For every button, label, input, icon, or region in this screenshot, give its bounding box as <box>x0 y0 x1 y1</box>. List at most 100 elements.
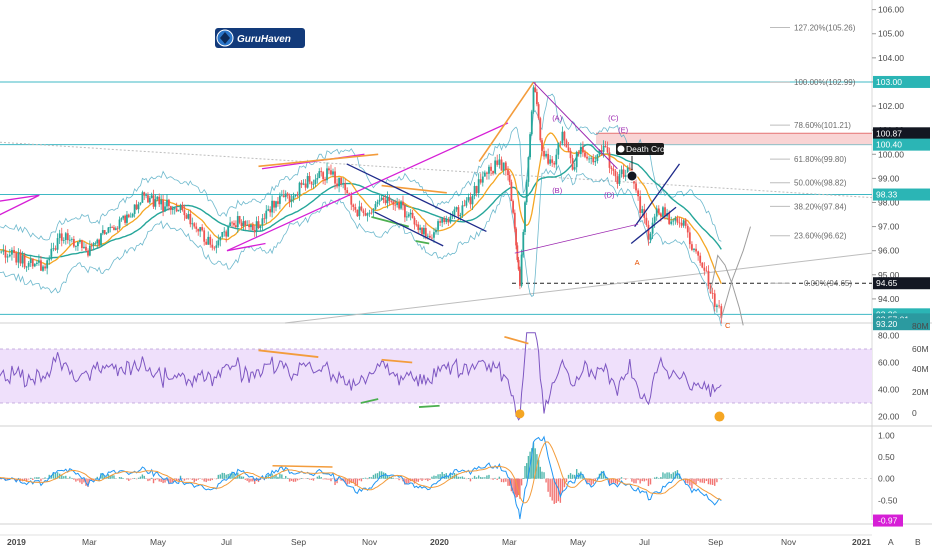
price-candle <box>265 210 268 219</box>
macd-histogram-bar <box>201 478 203 480</box>
price-candle <box>575 152 578 168</box>
macd-histogram-bar <box>94 478 97 479</box>
macd-histogram-bar <box>449 473 452 479</box>
macd-histogram-bar <box>509 478 511 486</box>
fib-level-label: 23.60%(96.62) <box>794 232 847 241</box>
macd-value-tag <box>873 514 903 527</box>
price-candle <box>201 227 204 231</box>
macd-histogram-bar <box>238 474 241 479</box>
wave-label: C <box>725 321 731 330</box>
price-candle <box>376 201 379 205</box>
macd-histogram-bar <box>517 478 520 496</box>
macd-histogram-bar <box>465 478 468 480</box>
macd-histogram-bar <box>139 476 142 479</box>
time-axis-tick-label: Sep <box>708 537 723 547</box>
price-candle <box>277 201 279 204</box>
macd-histogram-bar <box>172 478 174 483</box>
macd-histogram-bar <box>531 448 533 479</box>
price-panel[interactable]: 106.00105.00104.00103.00102.00101.00100.… <box>0 0 932 520</box>
price-candle <box>366 213 369 216</box>
macd-histogram-bar <box>255 478 258 482</box>
price-candle <box>515 228 517 246</box>
macd-histogram-bar <box>223 473 225 479</box>
price-candle <box>33 263 36 267</box>
macd-histogram-bar <box>310 478 313 480</box>
price-candle <box>433 232 435 238</box>
rsi-panel[interactable]: 80.00 60.00 40.00 20.00 80M 60M 40M 20M 0 <box>0 321 932 427</box>
price-candle <box>96 239 99 244</box>
macd-histogram-bar <box>288 478 291 482</box>
macd-histogram-bar <box>697 478 699 481</box>
macd-histogram-bar <box>354 478 357 486</box>
price-candle <box>120 218 123 220</box>
price-tag <box>873 75 930 88</box>
price-candle <box>602 145 605 152</box>
price-candle <box>326 168 328 181</box>
price-candle <box>17 252 20 263</box>
price-candle <box>304 183 307 188</box>
price-candle <box>678 222 681 224</box>
macd-panel[interactable]: 1.00 0.50 0.00 -0.50 -0.97 <box>0 430 932 527</box>
macd-histogram-bar <box>320 477 322 479</box>
macd-histogram-bar <box>390 476 393 479</box>
price-candle <box>280 195 283 197</box>
price-candle <box>44 266 46 269</box>
price-candle <box>500 159 503 171</box>
macd-histogram-bar <box>637 478 639 481</box>
macd-histogram-bar <box>231 471 233 479</box>
rsi-axis-tick-label: 40.00 <box>878 385 900 395</box>
price-candle <box>288 195 291 202</box>
macd-histogram-bar <box>419 478 421 480</box>
time-axis-tick-label: Jul <box>639 537 650 547</box>
price-candle <box>118 219 121 229</box>
green-divergence-line <box>415 240 430 245</box>
time-axis-tick-label: May <box>570 537 587 547</box>
macd-histogram-bar <box>668 472 670 479</box>
macd-histogram-bar <box>81 478 83 485</box>
macd-histogram-bar <box>505 478 507 482</box>
macd-histogram-bar <box>519 478 521 499</box>
price-candle <box>407 214 410 217</box>
resistance-zone <box>596 133 872 145</box>
macd-histogram-bar <box>328 478 330 480</box>
price-candle <box>637 190 639 197</box>
macd-histogram-bar <box>265 475 267 479</box>
volume-axis-tick-label: 20M <box>912 387 929 397</box>
macd-histogram-bar <box>522 478 524 479</box>
footer-icon-b[interactable]: B <box>915 537 921 547</box>
price-candle <box>592 157 595 163</box>
macd-histogram-bar <box>635 478 637 484</box>
macd-histogram-bar <box>537 459 540 479</box>
price-candle <box>672 220 675 222</box>
macd-histogram-bar <box>429 478 431 480</box>
price-candle <box>582 147 584 153</box>
rsi-divergence-line <box>504 335 529 345</box>
macd-histogram-bar <box>575 469 578 479</box>
price-candle <box>507 169 509 176</box>
price-candle <box>310 181 313 185</box>
price-candle <box>547 153 550 164</box>
footer-icon-a[interactable]: A <box>888 537 894 547</box>
price-axis-tick-label: 105.00 <box>878 29 904 39</box>
macd-histogram-bar <box>225 474 227 479</box>
price-candle <box>382 197 385 201</box>
price-candle <box>248 225 250 228</box>
rsi-axis-tick-label: 20.00 <box>878 412 900 422</box>
price-candle <box>122 215 125 219</box>
price-candle <box>473 186 476 196</box>
price-candle <box>181 204 184 211</box>
macd-histogram-bar <box>532 442 535 479</box>
price-candle <box>496 160 499 165</box>
price-candle <box>6 256 9 258</box>
price-candle <box>519 269 521 286</box>
macd-histogram-bar <box>44 477 46 479</box>
macd-histogram-bar <box>404 478 406 485</box>
macd-histogram-bar <box>541 471 543 479</box>
macd-histogram-bar <box>631 478 633 482</box>
macd-histogram-bar <box>120 477 123 479</box>
macd-histogram-bar <box>147 478 149 482</box>
price-candle <box>419 227 422 230</box>
price-candle <box>653 216 656 223</box>
price-candle <box>451 215 454 217</box>
